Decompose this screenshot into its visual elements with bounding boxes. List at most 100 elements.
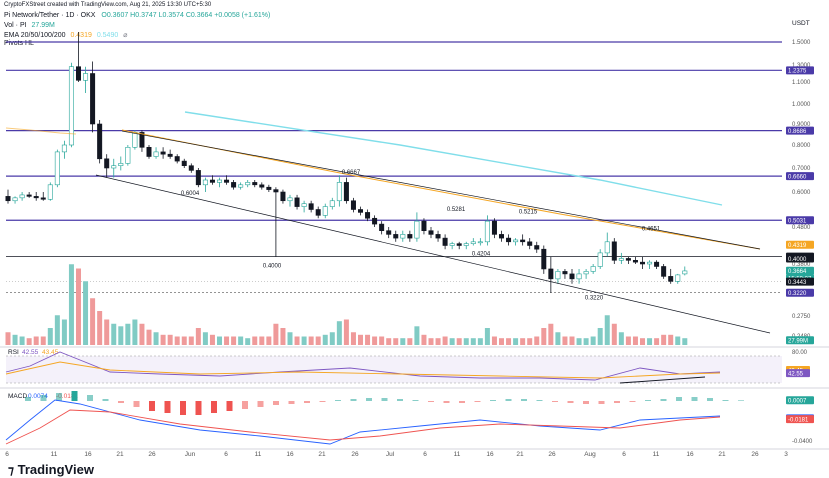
candle-body (61, 144, 67, 153)
volume-bar (90, 298, 96, 345)
candle-body (414, 220, 420, 239)
rsi-value: 42.55 (22, 349, 39, 356)
macd-hist-bar (722, 400, 729, 401)
volume-bar (26, 338, 32, 345)
rsi-tick: 80.00 (792, 350, 808, 356)
macd-hist-bar (567, 401, 574, 403)
macd-hist-bar (102, 399, 109, 401)
volume-bar (421, 334, 427, 345)
macd-hist-bar (691, 397, 698, 401)
macd-hist-bar (490, 400, 496, 401)
legend-pivots[interactable]: Pivots HL (4, 40, 34, 47)
y-tick-label: 0.4800 (792, 225, 811, 231)
candle-body (294, 197, 300, 207)
price-badge (786, 240, 814, 249)
volume-bar (97, 311, 103, 345)
candle-body (350, 200, 356, 210)
volume-bar (597, 328, 603, 345)
volume-bar (506, 338, 512, 345)
price-badge-text: 0.6660 (788, 174, 807, 180)
eye-icon[interactable]: ⌀ (123, 32, 128, 39)
macd-hist-bar (211, 401, 217, 413)
x-tick-label: 26 (148, 451, 156, 458)
price-badge-text: 0.3220 (788, 291, 807, 297)
volume-bar (12, 334, 18, 345)
volume-bar (245, 338, 251, 345)
macd-hist-bar (474, 401, 481, 402)
volume-bar (365, 334, 371, 345)
macd-hist-bar (149, 401, 155, 411)
candle-body (527, 241, 533, 246)
volume-bar (484, 328, 490, 345)
price-badge (786, 126, 814, 135)
tradingview-logo[interactable]: ⁊ TradingView (8, 462, 94, 477)
candle-body (287, 197, 293, 202)
volume-bar (83, 281, 89, 345)
volume-bar (209, 334, 215, 345)
legend-volume-line[interactable]: Vol · PI 27.99M (4, 22, 55, 29)
macd-hist-bar (288, 401, 295, 404)
macd-hist-bar (428, 401, 434, 402)
candle-body (513, 239, 519, 243)
price-badge-text: 0.4000 (788, 257, 807, 263)
candle-body (668, 276, 674, 282)
candle-body (569, 273, 575, 280)
candle-body (153, 151, 159, 157)
tv-logo-icon: ⁊ (8, 463, 14, 477)
macd-hist-bar (505, 399, 512, 401)
volume-bar (181, 336, 187, 345)
volume-bar (407, 338, 413, 345)
volume-bar (47, 328, 53, 345)
volume-bar (195, 328, 201, 345)
volume-bar (555, 332, 561, 345)
rsi-divergence-line (619, 376, 706, 384)
candle-body (604, 241, 610, 254)
candle-body (520, 239, 526, 243)
legend-ema-v1: 0.4319 (70, 32, 92, 39)
volume-bar (315, 336, 321, 345)
upper-trendline (121, 130, 761, 250)
candle-body (118, 163, 124, 166)
x-tick-label: 11 (255, 451, 262, 458)
rsi-ma-value: 43.45 (42, 349, 59, 356)
volume-bar (146, 329, 152, 345)
macd-hist-bar (71, 391, 78, 401)
macd-hist-bar (366, 398, 372, 401)
price-badge (786, 277, 814, 286)
x-tick-label: 16 (286, 451, 294, 458)
rsi-line (5, 351, 721, 381)
pivot-annotation: 0.4204 (472, 251, 491, 257)
volume-bar (456, 338, 462, 345)
candle-body (498, 234, 504, 239)
x-tick-label: 26 (548, 451, 556, 458)
pivot-annotation: 0.6667 (342, 170, 361, 176)
volume-bar (435, 338, 441, 345)
macd-hist-bar (242, 401, 248, 409)
volume-bar (33, 336, 39, 345)
candle-body (125, 147, 131, 164)
macd-hist-bar (350, 399, 357, 401)
volume-bar (640, 338, 645, 345)
candle-body (675, 274, 681, 282)
macd-hist-bar (180, 401, 186, 415)
legend-symbol[interactable]: Pi Network/Tether · 1D · OKX (4, 12, 96, 19)
candle-body (19, 194, 25, 199)
legend-ema-line[interactable]: EMA 20/50/100/200 0.4319 0.5490 ⌀ (4, 31, 127, 39)
rsi-badge-text: 42.55 (788, 371, 804, 377)
candle-body (639, 261, 645, 265)
macd-hist-bar (273, 401, 279, 405)
volume-bar (224, 336, 230, 345)
candle-body (167, 153, 173, 157)
pivot-annotation: 0.6004 (181, 191, 200, 197)
ema-20-line (5, 127, 77, 135)
macd-hist-bar (552, 401, 558, 402)
y-tick-label: 1.1000 (792, 80, 811, 86)
volume-bar (562, 336, 568, 345)
x-tick-label: 21 (516, 451, 524, 458)
legend-ema-label: EMA 20/50/100/200 (4, 32, 66, 39)
volume-bar (322, 334, 328, 345)
volume-bar (294, 336, 300, 345)
candle-body (280, 191, 286, 202)
y-tick-label: 1.3000 (792, 63, 811, 69)
